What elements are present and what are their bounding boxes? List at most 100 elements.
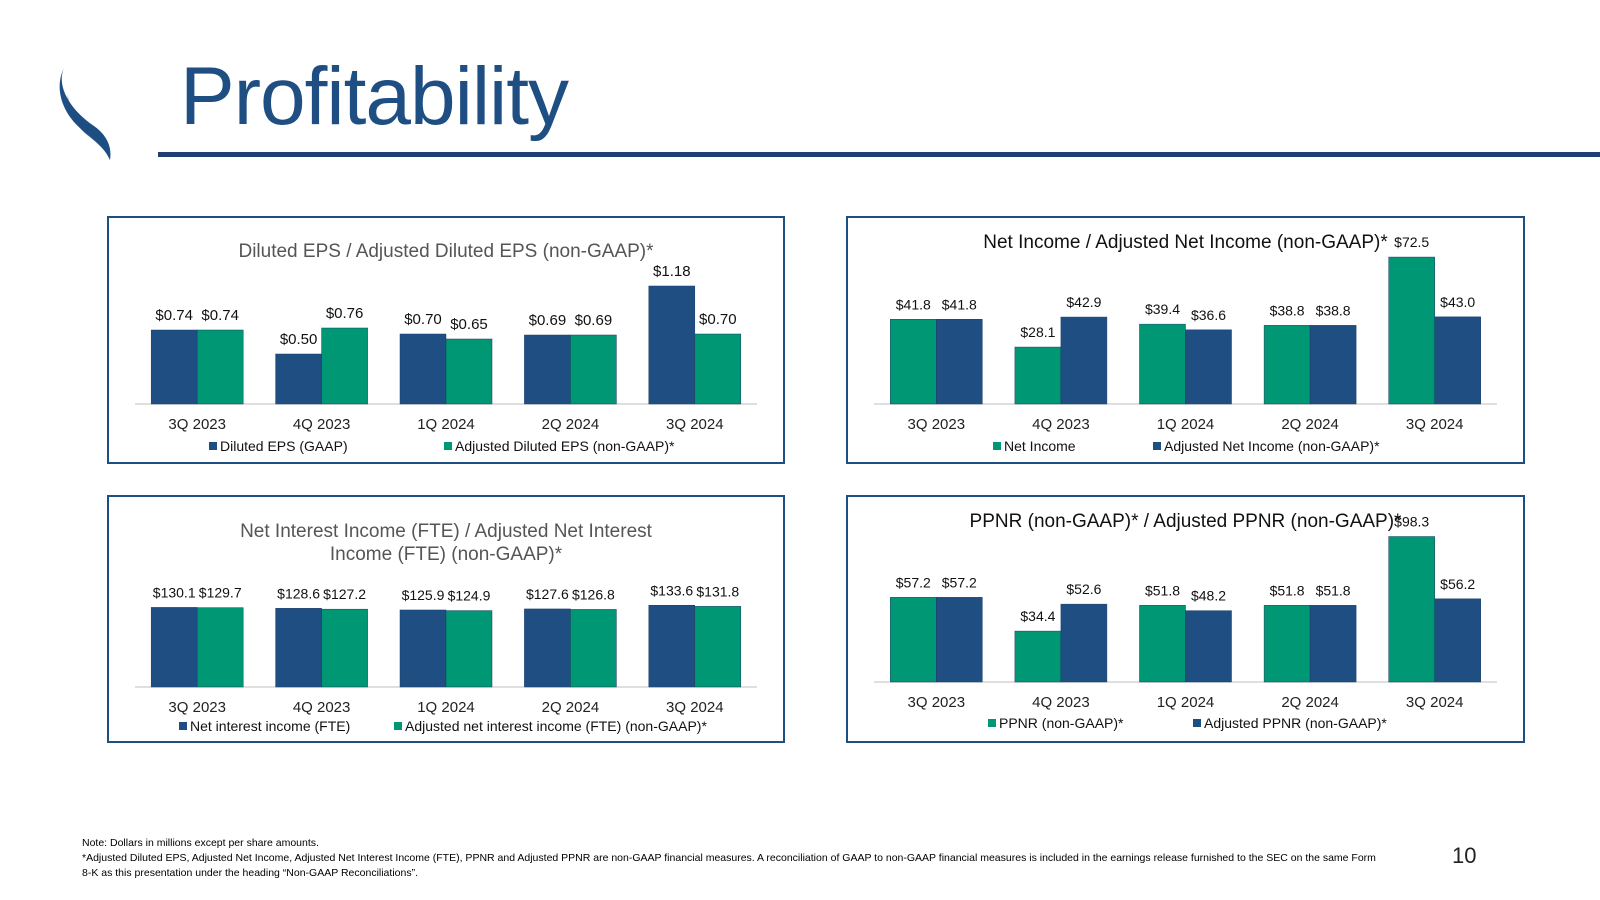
data-label: $0.69 bbox=[529, 312, 567, 329]
bar-net-income-s1-3 bbox=[1309, 325, 1357, 405]
data-label: $72.5 bbox=[1394, 234, 1429, 250]
data-label: $36.6 bbox=[1191, 307, 1226, 323]
legend-label: Net interest income (FTE) bbox=[190, 718, 350, 734]
bar-diluted-eps-s1-4 bbox=[694, 333, 742, 405]
data-label: $48.2 bbox=[1191, 588, 1226, 604]
data-label: $0.65 bbox=[450, 316, 488, 333]
bar-net-income-s1-2 bbox=[1185, 329, 1232, 405]
legend-label: Adjusted Diluted EPS (non-GAAP)* bbox=[455, 438, 675, 454]
data-label: $34.4 bbox=[1020, 608, 1055, 624]
legend-label: Adjusted net interest income (FTE) (non-… bbox=[405, 718, 707, 734]
data-label: $0.70 bbox=[699, 311, 737, 328]
bar-ppnr-s1-3 bbox=[1309, 605, 1357, 683]
bar-diluted-eps-s1-2 bbox=[445, 338, 493, 405]
x-tick-label: 2Q 2024 bbox=[1281, 694, 1339, 711]
data-label: $28.1 bbox=[1020, 324, 1055, 340]
x-tick-label: 3Q 2024 bbox=[666, 416, 724, 433]
data-label: $43.0 bbox=[1440, 294, 1475, 310]
data-label: $39.4 bbox=[1145, 301, 1180, 317]
data-label: $129.7 bbox=[199, 585, 242, 601]
x-tick-label: 3Q 2024 bbox=[1406, 416, 1464, 433]
legend-swatch bbox=[209, 442, 217, 450]
data-label: $128.6 bbox=[277, 585, 320, 601]
x-tick-label: 3Q 2023 bbox=[168, 699, 226, 716]
bar-net-interest-income-s1-2 bbox=[445, 610, 493, 688]
data-label: $0.76 bbox=[326, 305, 364, 322]
data-label: $51.8 bbox=[1145, 582, 1180, 598]
bar-diluted-eps-s0-3 bbox=[524, 334, 571, 405]
bar-net-interest-income-s0-4 bbox=[648, 605, 696, 688]
x-tick-label: 3Q 2024 bbox=[666, 699, 724, 716]
data-label: $57.2 bbox=[896, 574, 931, 590]
legend-swatch bbox=[993, 442, 1001, 450]
chart-title: Income (FTE) (non-GAAP)* bbox=[330, 544, 563, 565]
legend-label: Adjusted PPNR (non-GAAP)* bbox=[1204, 715, 1387, 731]
bar-net-income-s0-3 bbox=[1263, 325, 1311, 405]
bar-diluted-eps-s1-1 bbox=[321, 327, 368, 405]
data-label: $57.2 bbox=[942, 574, 977, 590]
bar-ppnr-s1-4 bbox=[1434, 598, 1481, 683]
x-tick-label: 1Q 2024 bbox=[417, 699, 475, 716]
legend-label: Diluted EPS (GAAP) bbox=[220, 438, 348, 454]
data-label: $130.1 bbox=[153, 584, 196, 600]
bar-diluted-eps-s0-2 bbox=[399, 333, 447, 405]
legend-label: PPNR (non-GAAP)* bbox=[999, 715, 1124, 731]
bar-net-interest-income-s0-3 bbox=[524, 608, 571, 688]
bar-ppnr-s0-2 bbox=[1139, 605, 1186, 683]
data-label: $52.6 bbox=[1066, 581, 1101, 597]
legend-swatch bbox=[444, 442, 452, 450]
x-tick-label: 1Q 2024 bbox=[417, 416, 475, 433]
bar-ppnr-s1-0 bbox=[936, 597, 983, 683]
chart-title: Net Income / Adjusted Net Income (non-GA… bbox=[983, 232, 1388, 253]
data-label: $0.70 bbox=[404, 311, 442, 328]
data-label: $124.9 bbox=[448, 588, 491, 604]
bar-ppnr-s0-4 bbox=[1388, 536, 1435, 683]
data-label: $98.3 bbox=[1394, 514, 1429, 530]
data-label: $131.8 bbox=[696, 583, 739, 599]
chart-title: PPNR (non-GAAP)* / Adjusted PPNR (non-GA… bbox=[970, 511, 1402, 532]
bar-net-interest-income-s0-1 bbox=[275, 608, 322, 688]
x-tick-label: 4Q 2023 bbox=[293, 699, 351, 716]
legend-swatch bbox=[1153, 442, 1161, 450]
data-label: $1.18 bbox=[653, 263, 691, 280]
title-rule bbox=[158, 152, 1600, 157]
legend-label: Adjusted Net Income (non-GAAP)* bbox=[1164, 438, 1380, 454]
bar-diluted-eps-s1-0 bbox=[196, 329, 244, 405]
company-logo bbox=[59, 68, 111, 160]
x-tick-label: 4Q 2023 bbox=[1032, 694, 1090, 711]
x-tick-label: 2Q 2024 bbox=[542, 699, 600, 716]
chart-title: Net Interest Income (FTE) / Adjusted Net… bbox=[240, 521, 653, 542]
chart-panel-net-income: Net Income / Adjusted Net Income (non-GA… bbox=[846, 216, 1525, 464]
bar-net-income-s0-1 bbox=[1014, 346, 1062, 405]
chart-net-interest-income: Net Interest Income (FTE) / Adjusted Net… bbox=[135, 521, 757, 734]
data-label: $127.6 bbox=[526, 586, 569, 602]
data-label: $41.8 bbox=[896, 296, 931, 312]
data-label: $42.9 bbox=[1066, 294, 1101, 310]
x-tick-label: 2Q 2024 bbox=[1281, 416, 1339, 433]
bar-ppnr-s0-0 bbox=[890, 597, 937, 683]
x-tick-label: 4Q 2023 bbox=[1032, 416, 1090, 433]
page-number: 10 bbox=[1452, 843, 1477, 868]
x-tick-label: 3Q 2023 bbox=[168, 416, 226, 433]
data-label: $127.2 bbox=[323, 586, 366, 602]
chart-panel-ppnr: PPNR (non-GAAP)* / Adjusted PPNR (non-GA… bbox=[846, 495, 1525, 743]
legend-swatch bbox=[394, 722, 402, 730]
chart-panel-diluted-eps: Diluted EPS / Adjusted Diluted EPS (non-… bbox=[107, 216, 785, 464]
data-label: $0.74 bbox=[155, 307, 193, 324]
bar-net-income-s1-1 bbox=[1060, 316, 1108, 405]
bar-net-income-s0-0 bbox=[890, 319, 937, 405]
bar-net-income-s0-4 bbox=[1388, 256, 1435, 405]
bar-diluted-eps-s0-1 bbox=[275, 353, 322, 405]
bar-net-income-s1-0 bbox=[936, 319, 983, 405]
bar-net-interest-income-s0-2 bbox=[399, 609, 447, 688]
bar-net-interest-income-s1-4 bbox=[694, 606, 742, 688]
data-label: $0.50 bbox=[280, 331, 318, 348]
bar-ppnr-s1-2 bbox=[1185, 610, 1232, 683]
x-tick-label: 1Q 2024 bbox=[1157, 416, 1215, 433]
bar-net-income-s0-2 bbox=[1139, 323, 1186, 405]
data-label: $51.8 bbox=[1270, 582, 1305, 598]
x-tick-label: 3Q 2023 bbox=[908, 416, 966, 433]
bar-ppnr-s1-1 bbox=[1060, 603, 1108, 683]
data-label: $51.8 bbox=[1316, 582, 1351, 598]
data-label: $56.2 bbox=[1440, 576, 1475, 592]
